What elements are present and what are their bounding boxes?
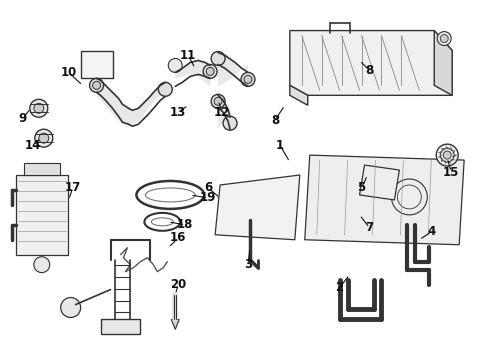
Text: 14: 14 [24, 139, 41, 152]
Circle shape [439, 35, 447, 42]
Text: 1: 1 [275, 139, 284, 152]
Text: 13: 13 [170, 106, 186, 119]
Text: 18: 18 [177, 218, 193, 231]
Text: 3: 3 [244, 258, 251, 271]
Circle shape [211, 94, 224, 108]
Circle shape [206, 67, 214, 75]
Text: 2: 2 [335, 281, 343, 294]
Text: 5: 5 [357, 181, 365, 194]
Polygon shape [171, 319, 179, 329]
Circle shape [30, 99, 48, 117]
Text: 16: 16 [170, 231, 186, 244]
Text: 7: 7 [365, 221, 373, 234]
Text: 11: 11 [180, 49, 196, 62]
Polygon shape [215, 175, 299, 240]
Text: 15: 15 [442, 166, 458, 179]
Text: 10: 10 [61, 66, 77, 79]
Circle shape [442, 151, 450, 159]
Polygon shape [433, 31, 451, 95]
Text: 20: 20 [170, 278, 186, 291]
Polygon shape [304, 155, 463, 245]
Circle shape [439, 148, 453, 162]
Circle shape [223, 116, 237, 130]
Polygon shape [96, 78, 165, 126]
Polygon shape [81, 50, 112, 78]
Polygon shape [24, 163, 60, 175]
Text: 12: 12 [214, 106, 230, 119]
Polygon shape [175, 60, 210, 86]
Circle shape [436, 32, 450, 45]
Circle shape [211, 51, 224, 66]
Polygon shape [359, 165, 399, 200]
Circle shape [35, 129, 53, 147]
Circle shape [435, 144, 457, 166]
Circle shape [241, 72, 254, 86]
Text: 17: 17 [64, 181, 81, 194]
Text: 6: 6 [203, 181, 212, 194]
Text: 19: 19 [200, 192, 216, 204]
Polygon shape [218, 53, 247, 86]
Text: 8: 8 [365, 64, 373, 77]
Circle shape [158, 82, 172, 96]
Circle shape [244, 75, 251, 84]
Circle shape [89, 78, 103, 92]
Text: 9: 9 [19, 112, 27, 125]
Polygon shape [101, 319, 140, 334]
Circle shape [92, 81, 101, 89]
Polygon shape [218, 95, 229, 129]
Polygon shape [16, 175, 67, 255]
Polygon shape [289, 31, 451, 95]
Circle shape [203, 64, 217, 78]
Circle shape [214, 97, 222, 105]
Circle shape [39, 133, 49, 143]
Polygon shape [289, 85, 307, 105]
Text: 8: 8 [270, 114, 279, 127]
Text: 4: 4 [427, 225, 434, 238]
Circle shape [61, 298, 81, 318]
Circle shape [34, 257, 50, 273]
Circle shape [34, 103, 44, 113]
Circle shape [168, 58, 182, 72]
